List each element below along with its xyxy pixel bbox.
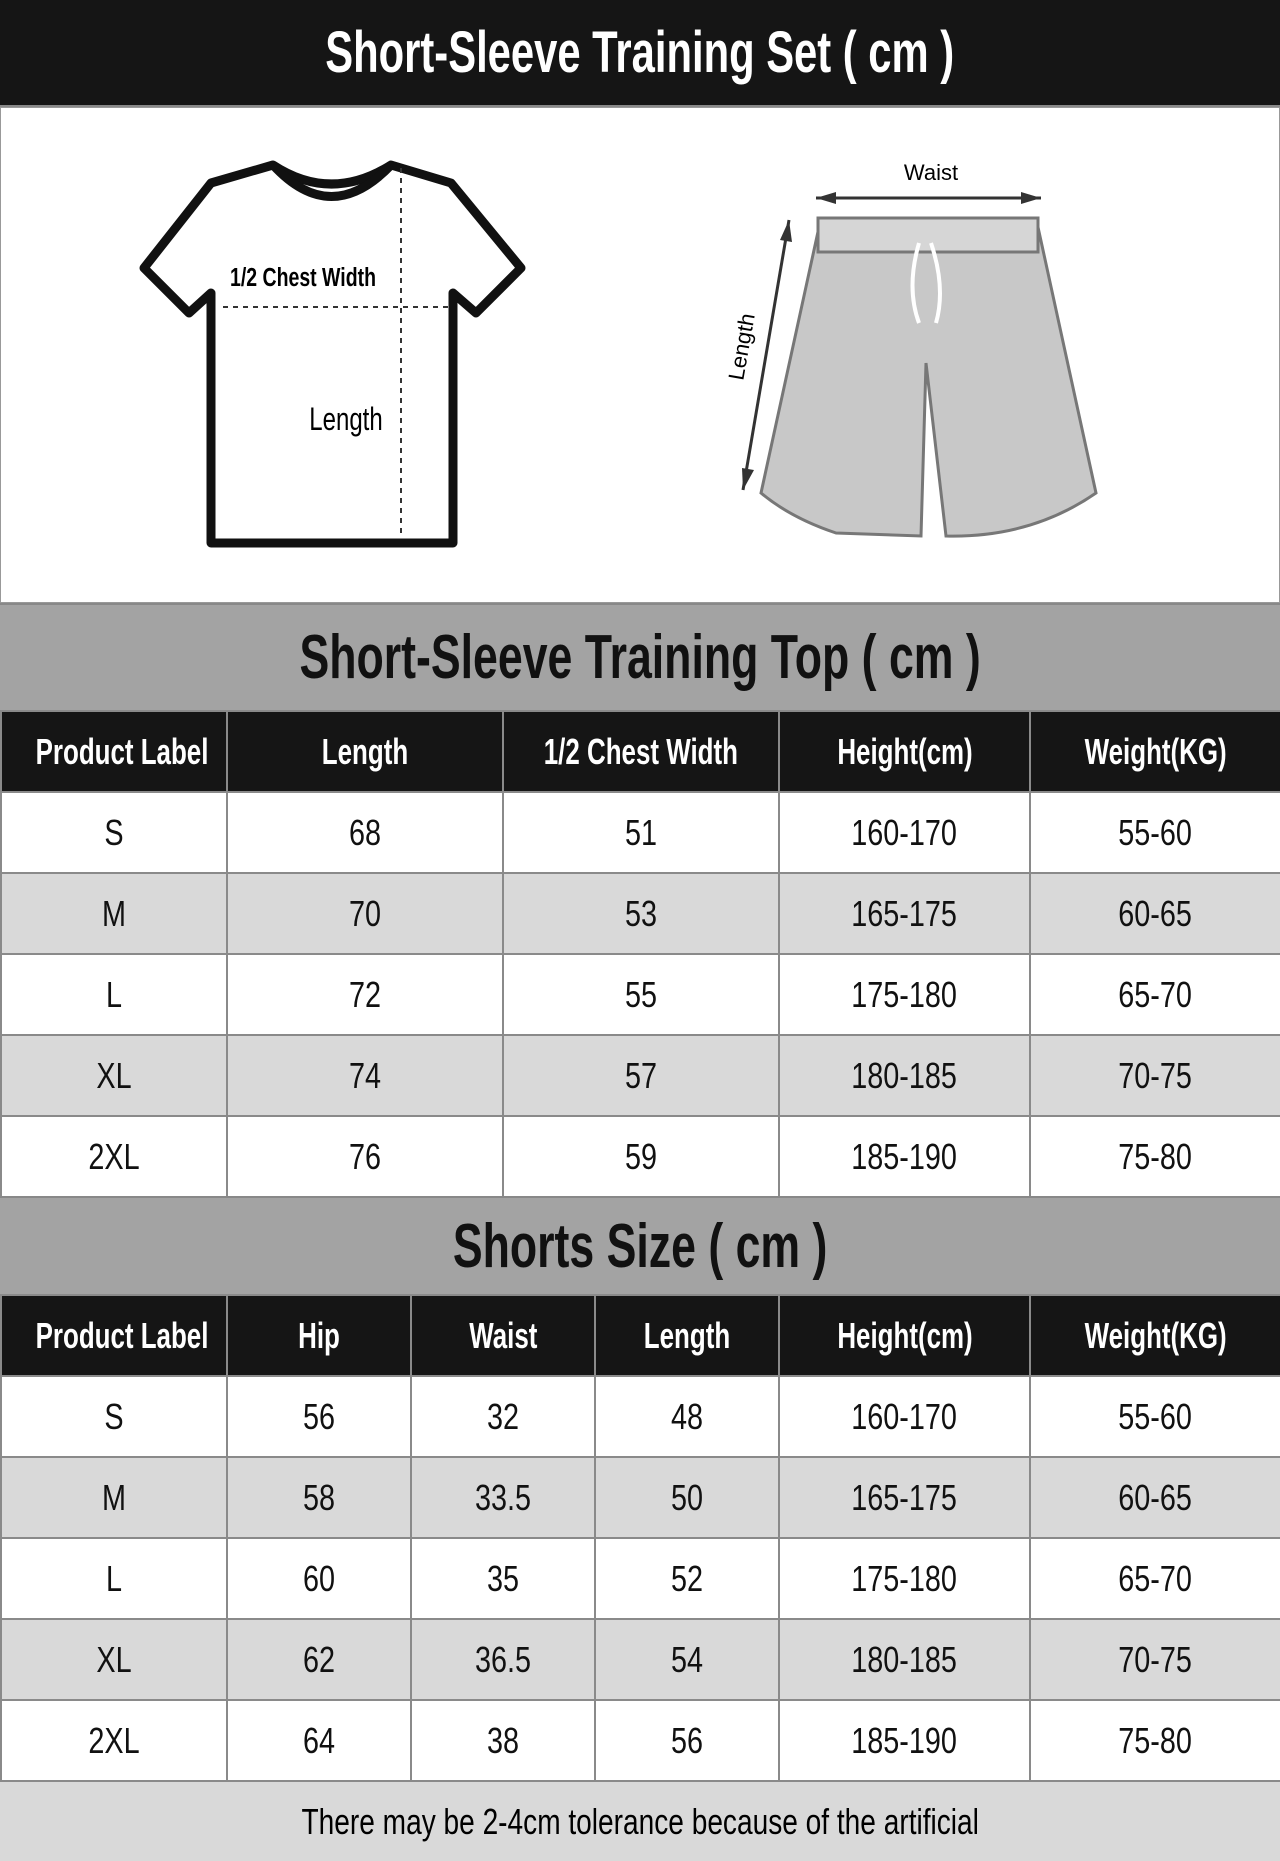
table-cell: L — [0, 1537, 228, 1620]
page-title: Short-Sleeve Training Set ( cm ) — [0, 0, 1280, 107]
column-header: Length — [594, 1294, 780, 1377]
table-row: S 56 32 48 160-170 55-60 — [0, 1375, 1280, 1458]
illustration-panel: 1/2 Chest Width Length Waist Length — [0, 107, 1280, 603]
column-header: 1/2 Chest Width — [502, 710, 780, 793]
tolerance-note: There may be 2-4cm tolerance because of … — [0, 1780, 1280, 1861]
table-cell: 56 — [594, 1699, 780, 1782]
table-cell: XL — [0, 1618, 228, 1701]
table-cell: 160-170 — [778, 791, 1031, 874]
table-cell: 180-185 — [778, 1618, 1031, 1701]
table-cell: 33.5 — [410, 1456, 596, 1539]
garment-diagram: 1/2 Chest Width Length Waist Length — [139, 160, 1098, 548]
table-cell: 180-185 — [778, 1034, 1031, 1117]
length-label: Length — [309, 401, 382, 437]
table-cell: 165-175 — [778, 1456, 1031, 1539]
table-row: M 70 53 165-175 60-65 — [0, 872, 1280, 955]
table-cell: 70-75 — [1029, 1618, 1280, 1701]
column-header: Height(cm) — [778, 1294, 1031, 1377]
table-cell: 60-65 — [1029, 1456, 1280, 1539]
shorts-section-title: Shorts Size ( cm ) — [0, 1196, 1280, 1294]
table-cell: 2XL — [0, 1699, 228, 1782]
table-row: L 60 35 52 175-180 65-70 — [0, 1537, 1280, 1620]
table-cell: S — [0, 791, 228, 874]
table-cell: 60-65 — [1029, 872, 1280, 955]
table-cell: 74 — [226, 1034, 504, 1117]
top-size-table: Product Label Length 1/2 Chest Width Height… — [0, 710, 1280, 1198]
table-cell: M — [0, 1456, 228, 1539]
table-cell: 35 — [410, 1537, 596, 1620]
table-row: 2XL 64 38 56 185-190 75-80 — [0, 1699, 1280, 1782]
table-cell: 64 — [226, 1699, 412, 1782]
table-row: XL 62 36.5 54 180-185 70-75 — [0, 1618, 1280, 1701]
column-header: Length — [226, 710, 504, 793]
table-cell: 76 — [226, 1115, 504, 1198]
table-cell: 56 — [226, 1375, 412, 1458]
column-header: Hip — [226, 1294, 412, 1377]
table-cell: 55 — [502, 953, 780, 1036]
table-cell: 70-75 — [1029, 1034, 1280, 1117]
table-cell: 57 — [502, 1034, 780, 1117]
column-header: Height(cm) — [778, 710, 1031, 793]
table-cell: 48 — [594, 1375, 780, 1458]
table-cell: 38 — [410, 1699, 596, 1782]
table-cell: 75-80 — [1029, 1699, 1280, 1782]
table-cell: 54 — [594, 1618, 780, 1701]
table-row: XL 74 57 180-185 70-75 — [0, 1034, 1280, 1117]
shorts-icon — [741, 192, 1098, 538]
column-header: Weight(KG) — [1029, 1294, 1280, 1377]
table-cell: 53 — [502, 872, 780, 955]
table-cell: 51 — [502, 791, 780, 874]
shorts-size-table: Product Label Hip Waist Length Height(cm) Wei… — [0, 1294, 1280, 1782]
table-cell: 36.5 — [410, 1618, 596, 1701]
column-header: Product Label — [0, 1294, 228, 1377]
header-row: Product Label Hip Waist Length Height(cm) Wei… — [0, 1294, 1280, 1377]
table-cell: 160-170 — [778, 1375, 1031, 1458]
table-row: M 58 33.5 50 165-175 60-65 — [0, 1456, 1280, 1539]
table-cell: 52 — [594, 1537, 780, 1620]
table-cell: 58 — [226, 1456, 412, 1539]
top-section-title: Short-Sleeve Training Top ( cm ) — [0, 603, 1280, 710]
table-cell: 185-190 — [778, 1115, 1031, 1198]
table-cell: L — [0, 953, 228, 1036]
table-cell: M — [0, 872, 228, 955]
table-cell: 60 — [226, 1537, 412, 1620]
table-cell: 62 — [226, 1618, 412, 1701]
column-header: Weight(KG) — [1029, 710, 1280, 793]
table-cell: 175-180 — [778, 953, 1031, 1036]
table-cell: 65-70 — [1029, 1537, 1280, 1620]
tshirt-icon — [139, 160, 526, 548]
column-header: Waist — [410, 1294, 596, 1377]
table-cell: 70 — [226, 872, 504, 955]
table-row: S 68 51 160-170 55-60 — [0, 791, 1280, 874]
table-cell: 72 — [226, 953, 504, 1036]
table-cell: XL — [0, 1034, 228, 1117]
table-cell: 75-80 — [1029, 1115, 1280, 1198]
table-cell: 2XL — [0, 1115, 228, 1198]
table-cell: S — [0, 1375, 228, 1458]
shorts-length-label: Length — [723, 311, 759, 382]
chest-label: 1/2 Chest Width — [230, 262, 376, 291]
table-cell: 50 — [594, 1456, 780, 1539]
table-cell: 175-180 — [778, 1537, 1031, 1620]
table-cell: 32 — [410, 1375, 596, 1458]
table-cell: 68 — [226, 791, 504, 874]
header-row: Product Label Length 1/2 Chest Width Height… — [0, 710, 1280, 793]
waist-label: Waist — [904, 160, 958, 185]
table-cell: 55-60 — [1029, 1375, 1280, 1458]
table-cell: 65-70 — [1029, 953, 1280, 1036]
column-header: Product Label — [0, 710, 228, 793]
table-row: L 72 55 175-180 65-70 — [0, 953, 1280, 1036]
table-row: 2XL 76 59 185-190 75-80 — [0, 1115, 1280, 1198]
table-cell: 55-60 — [1029, 791, 1280, 874]
table-cell: 165-175 — [778, 872, 1031, 955]
table-cell: 185-190 — [778, 1699, 1031, 1782]
table-cell: 59 — [502, 1115, 780, 1198]
